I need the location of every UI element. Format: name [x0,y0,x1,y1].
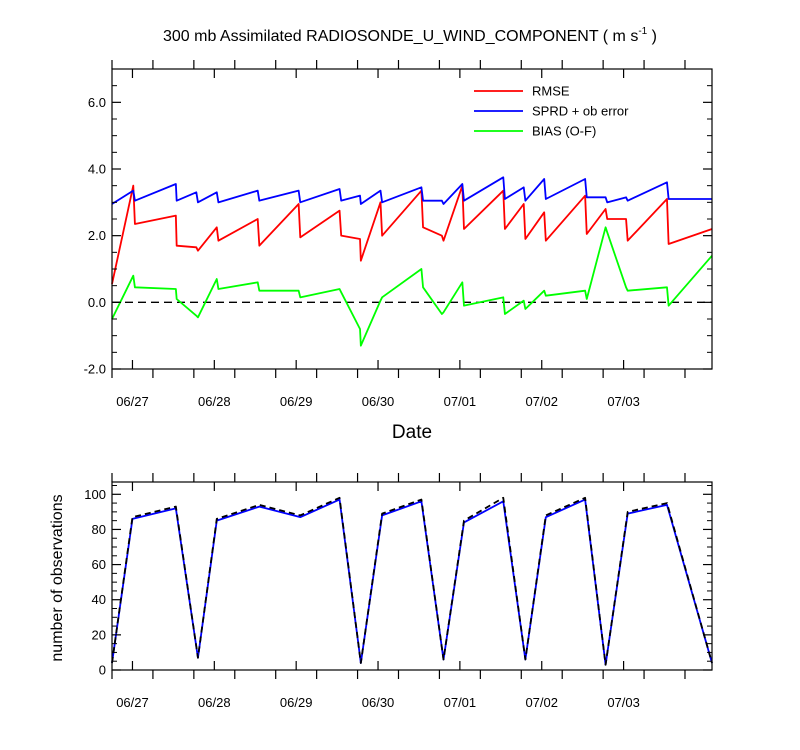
top-xtick-label: 07/01 [444,394,477,409]
bottom-xtick-label: 07/01 [444,695,477,710]
bottom-xtick-label: 06/27 [116,695,149,710]
bottom-ytick-label: 80 [92,522,106,537]
legend-label: SPRD + ob error [532,104,629,119]
bottom-xtick-label: 06/30 [362,695,395,710]
top-xtick-label: 06/28 [198,394,231,409]
bottom-ytick-label: 40 [92,592,106,607]
bottom-xtick-label: 07/03 [607,695,640,710]
legend: RMSE SPRD + ob error BIAS (O-F) [474,84,629,139]
top-xtick-label: 06/30 [362,394,395,409]
bottom-xtick-label: 07/02 [525,695,558,710]
bottom-frame [111,481,713,671]
bottom-series-group [111,496,713,666]
top-xtick-label: 07/03 [607,394,640,409]
bottom-axes-group: 0 20 40 60 80 100 06/27 06/28 06/29 06/30 07/01 07/… [84,473,713,710]
bottom-xtick-label: 06/29 [280,695,313,710]
chart-title: 300 mb Assimilated RADIOSONDE_U_WIND_COM… [163,26,657,45]
top-xtick-label: 06/27 [116,394,149,409]
bottom-ytick-label: 20 [92,627,106,642]
top-ytick-label: 4.0 [88,162,106,177]
bottom-series-total-observations [111,496,713,666]
top-xtick-label: 06/29 [280,394,313,409]
top-series-group [111,176,713,347]
top-series-bias-o-f [111,226,713,347]
y-axis-label-bottom: number of observations [49,494,66,661]
x-axis-label: Date [392,422,432,443]
chart-title-close: ) [647,28,657,45]
top-ytick-label: 2.0 [88,228,106,243]
chart-title-main: 300 mb Assimilated RADIOSONDE_U_WIND_COM… [163,28,638,45]
bottom-ytick-label: 60 [92,557,106,572]
chart-title-superscript: -1 [638,26,647,37]
legend-label: RMSE [532,84,570,99]
top-ytick-label: 0.0 [88,295,106,310]
bottom-series-assimilated-observations [111,498,713,666]
bottom-xtick-label: 06/28 [198,695,231,710]
top-ytick-label: -2.0 [84,362,106,377]
top-series-sprd-ob-error [111,176,712,205]
top-axes-group: -2.0 0.0 2.0 4.0 6.0 06/27 06/28 06/29 06/30 07/0… [84,60,713,409]
bottom-ytick-label: 100 [84,487,106,502]
top-xtick-label: 07/02 [525,394,558,409]
top-series-rmse [111,184,713,285]
bottom-ytick-label: 0 [99,663,106,678]
top-ytick-label: 6.0 [88,95,106,110]
legend-label: BIAS (O-F) [532,124,596,139]
